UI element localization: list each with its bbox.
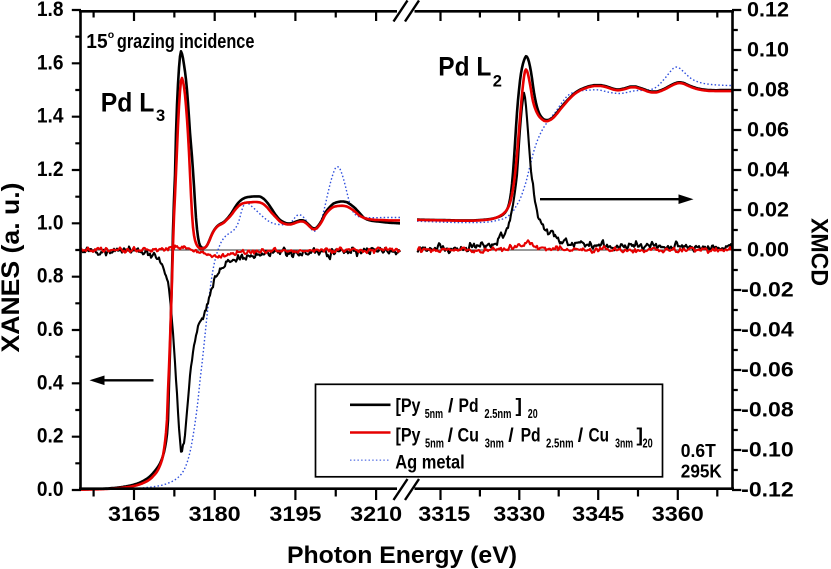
svg-text:0.6T: 0.6T (681, 440, 717, 461)
svg-text:1.0: 1.0 (37, 211, 64, 234)
svg-text:3330: 3330 (493, 502, 545, 526)
svg-text:3345: 3345 (572, 502, 624, 526)
svg-text:Pd: Pd (521, 425, 541, 447)
svg-text:/: / (448, 425, 454, 447)
svg-text:/: / (508, 425, 514, 447)
svg-text:3165: 3165 (108, 502, 160, 526)
svg-text:0.08: 0.08 (747, 77, 789, 101)
svg-text:]: ] (637, 425, 644, 447)
svg-text:3180: 3180 (189, 502, 241, 526)
svg-text:o: o (108, 29, 114, 41)
svg-text:Pd L: Pd L (101, 88, 155, 118)
svg-text:20: 20 (643, 437, 653, 451)
svg-text:Photon Energy (eV): Photon Energy (eV) (287, 542, 517, 569)
svg-text:3315: 3315 (418, 502, 470, 526)
svg-text:0.2: 0.2 (37, 425, 64, 448)
svg-text:3195: 3195 (269, 502, 321, 526)
svg-text:0.6: 0.6 (37, 318, 64, 341)
svg-text:XMCD: XMCD (806, 218, 831, 286)
svg-text:[Py: [Py (396, 425, 421, 447)
svg-text:grazing incidence: grazing incidence (117, 31, 255, 53)
svg-text:0.04: 0.04 (747, 157, 789, 181)
svg-text:0.4: 0.4 (37, 371, 64, 394)
svg-text:/: / (448, 395, 454, 417)
svg-text:-0.06: -0.06 (741, 357, 794, 381)
svg-text:1.2: 1.2 (37, 158, 64, 181)
svg-text:]: ] (516, 395, 523, 417)
svg-text:295K: 295K (681, 460, 723, 481)
svg-text:3210: 3210 (350, 502, 402, 526)
svg-text:15: 15 (86, 31, 107, 53)
svg-text:2.5nm: 2.5nm (484, 407, 511, 421)
svg-text:1.4: 1.4 (37, 105, 64, 128)
svg-text:-0.04: -0.04 (741, 317, 794, 341)
svg-text:5nm: 5nm (425, 407, 443, 421)
svg-text:1.6: 1.6 (37, 51, 64, 74)
svg-text:/: / (578, 425, 584, 447)
svg-text:3nm: 3nm (485, 437, 504, 451)
svg-text:[Py: [Py (396, 395, 421, 417)
svg-text:0.06: 0.06 (747, 117, 789, 141)
svg-text:XANES (a. u.): XANES (a. u.) (0, 183, 25, 353)
svg-text:Pd: Pd (459, 395, 479, 417)
svg-text:3: 3 (156, 107, 165, 125)
svg-text:3360: 3360 (652, 502, 704, 526)
svg-text:Pd L: Pd L (438, 52, 491, 82)
svg-text:2: 2 (493, 73, 502, 91)
svg-text:1.8: 1.8 (37, 0, 64, 21)
svg-text:5nm: 5nm (425, 437, 444, 451)
svg-text:0.12: 0.12 (747, 0, 789, 21)
svg-text:-0.10: -0.10 (741, 437, 794, 461)
svg-text:Cu: Cu (589, 425, 610, 447)
svg-text:0.8: 0.8 (37, 265, 64, 288)
svg-text:Cu: Cu (458, 425, 480, 447)
svg-text:0.10: 0.10 (747, 37, 789, 61)
svg-text:0.0: 0.0 (37, 478, 64, 501)
svg-text:20: 20 (528, 407, 538, 421)
svg-text:-0.02: -0.02 (741, 277, 794, 301)
svg-text:0.02: 0.02 (747, 197, 789, 221)
svg-text:0.00: 0.00 (747, 237, 789, 261)
svg-text:Ag metal: Ag metal (395, 452, 465, 474)
svg-text:3nm: 3nm (615, 437, 633, 451)
svg-text:2.5nm: 2.5nm (546, 437, 574, 451)
svg-text:-0.08: -0.08 (741, 397, 794, 421)
svg-text:-0.12: -0.12 (741, 477, 794, 501)
